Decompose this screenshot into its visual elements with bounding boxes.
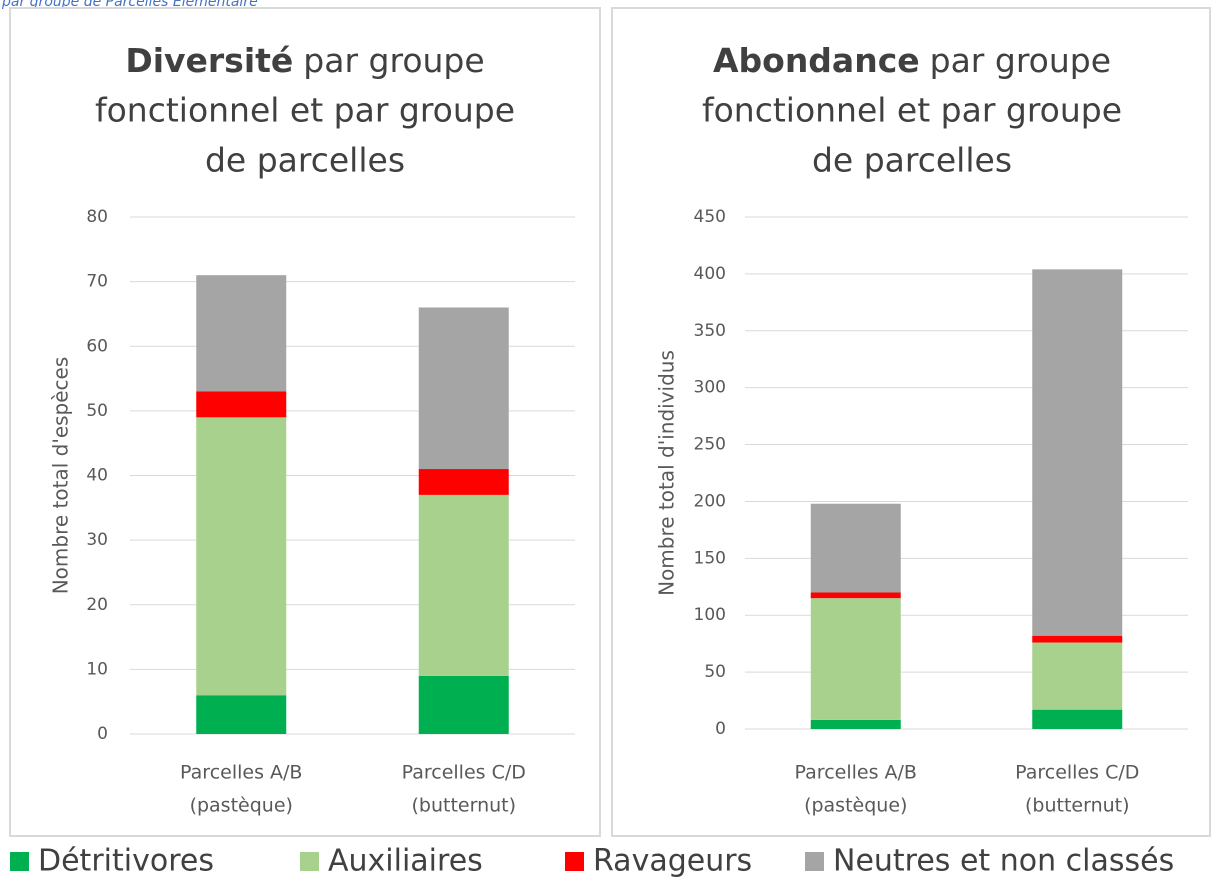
y-tick-label: 400 [694, 264, 726, 284]
legend-label: Ravageurs [593, 844, 752, 879]
chart-title: fonctionnel et par groupe [95, 91, 515, 130]
title-bold: Abondance [713, 41, 920, 80]
chart-title: fonctionnel et par groupe [702, 91, 1122, 130]
y-tick-label: 450 [694, 207, 726, 227]
bar-segment [196, 275, 287, 392]
y-tick-label: 50 [704, 662, 726, 682]
y-tick-label: 50 [86, 401, 108, 421]
bar-segment [1032, 642, 1123, 710]
y-axis-label: Nombre total d'espèces [49, 357, 73, 595]
title-part: par groupe [303, 41, 484, 80]
bar-segment [196, 695, 287, 734]
bar-segment [418, 494, 509, 676]
x-tick-label: Parcelles C/D [1015, 762, 1139, 784]
y-tick-label: 60 [86, 336, 108, 356]
legend-swatch [10, 852, 29, 871]
y-tick-label: 70 [86, 272, 108, 292]
bar-segment [1032, 709, 1123, 729]
x-tick-label: (pastèque) [804, 795, 907, 817]
bar-segment [418, 675, 509, 734]
x-tick-label: Parcelles A/B [795, 762, 917, 784]
bar-segment [1032, 635, 1123, 643]
y-tick-label: 150 [694, 548, 726, 568]
y-tick-label: 100 [694, 605, 726, 625]
x-tick-label: (pastèque) [190, 795, 293, 817]
y-tick-label: 350 [694, 321, 726, 341]
y-tick-label: 0 [715, 719, 726, 739]
y-tick-label: 200 [694, 491, 726, 511]
x-tick-label: Parcelles C/D [402, 762, 526, 784]
title-bold: Diversité [125, 41, 293, 80]
chart-title: Abondance par groupe [713, 41, 1111, 80]
chart-title: de parcelles [812, 141, 1012, 180]
chart-title: de parcelles [205, 141, 405, 180]
bar-segment [810, 719, 901, 729]
y-tick-label: 0 [97, 724, 108, 744]
panel-border [9, 7, 601, 837]
panel-border [611, 7, 1211, 837]
y-tick-label: 10 [86, 659, 108, 679]
legend-label: Auxiliaires [328, 844, 483, 879]
y-tick-label: 30 [86, 530, 108, 550]
bar-segment [196, 417, 287, 696]
bar-segment [196, 391, 287, 418]
y-tick-label: 300 [694, 378, 726, 398]
legend-label: Détritivores [38, 844, 214, 879]
y-tick-label: 40 [86, 466, 108, 486]
bar-segment [418, 469, 509, 495]
bar-segment [810, 598, 901, 720]
y-axis-label: Nombre total d'individus [655, 350, 679, 596]
bar-segment [418, 307, 509, 470]
y-tick-label: 250 [694, 435, 726, 455]
y-tick-label: 20 [86, 595, 108, 615]
x-tick-label: Parcelles A/B [180, 762, 302, 784]
legend-swatch [300, 852, 319, 871]
chart-title: Diversité par groupe [125, 41, 484, 80]
x-tick-label: (butternut) [411, 795, 516, 817]
legend-swatch [805, 852, 824, 871]
title-part: par groupe [930, 41, 1111, 80]
bar-segment [810, 503, 901, 593]
note: par groupe de Parcelles Elémentaire [1, 0, 258, 10]
legend-swatch [565, 852, 584, 871]
legend-label: Neutres et non classés [833, 844, 1174, 879]
bar-segment [810, 592, 901, 599]
x-tick-label: (butternut) [1025, 795, 1130, 817]
bar-segment [1032, 269, 1123, 636]
y-tick-label: 80 [86, 207, 108, 227]
